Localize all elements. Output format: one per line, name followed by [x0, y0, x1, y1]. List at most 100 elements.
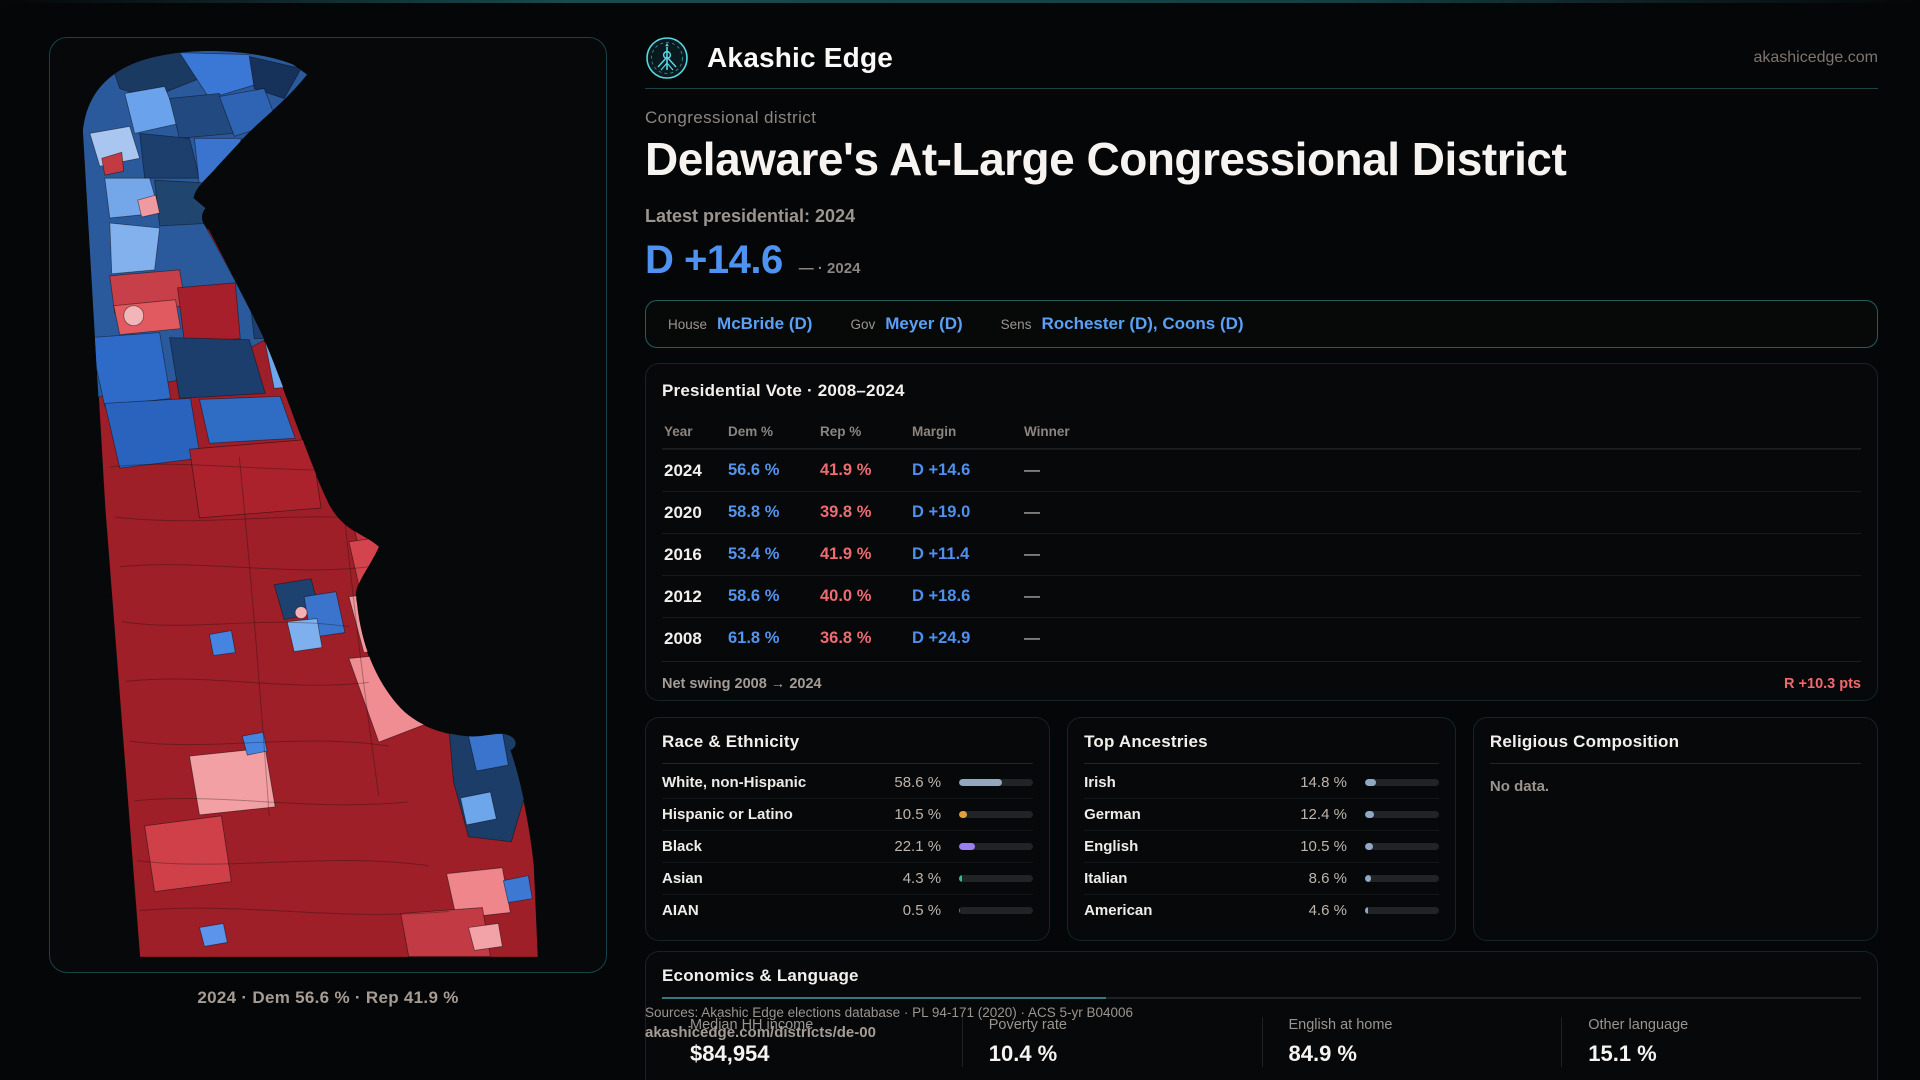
bar-fill: [1364, 811, 1375, 818]
bar-track: [959, 907, 1034, 914]
district-map-panel[interactable]: [49, 37, 607, 973]
presidential-vote-card: Presidential Vote · 2008–2024 Year Dem %…: [645, 363, 1878, 701]
divider: [662, 763, 1034, 764]
cell-winner: —: [1024, 503, 1040, 521]
stat-value: 84.9 %: [1288, 1041, 1358, 1066]
col-header-rep: Rep %: [820, 424, 862, 439]
cell-margin: D +11.4: [912, 545, 970, 563]
list-item: German 12.4 %: [1084, 798, 1439, 830]
list-item: Asian 4.3 %: [662, 862, 1034, 894]
economics-stats: Median HH income $84,954 Poverty rate 10…: [662, 1017, 1861, 1067]
cell-margin: D +18.6: [912, 587, 971, 605]
sources-district-url[interactable]: akashicedge.com/districts/de-00: [645, 1024, 876, 1041]
cell-winner: —: [1024, 545, 1040, 563]
list-item: American 4.6 %: [1084, 894, 1439, 926]
religion-no-data: No data.: [1489, 778, 1550, 795]
net-swing-value: R +10.3 pts: [1784, 675, 1861, 692]
col-header-margin: Margin: [912, 424, 957, 439]
net-swing-label: Net swing 2008 → 2024: [662, 675, 822, 692]
race-value: 22.1 %: [894, 838, 942, 855]
cell-year: 2024: [664, 460, 702, 480]
cell-dem: 61.8 %: [728, 629, 780, 647]
economics-card: Economics & Language Median HH income $8…: [645, 951, 1878, 1080]
list-item: Irish 14.8 %: [1084, 766, 1439, 798]
stat-english-at-home: English at home 84.9 %: [1261, 1017, 1562, 1067]
ancestry-label: Irish: [1084, 773, 1116, 791]
list-item: Hispanic or Latino 10.5 %: [662, 798, 1034, 830]
bar-track: [959, 778, 1034, 786]
race-label: Asian: [662, 870, 703, 887]
header-divider: [645, 88, 1878, 89]
cell-rep: 41.9 %: [820, 545, 872, 563]
cell-year: 2020: [664, 502, 702, 522]
table-row: 2016 53.4 % 41.9 % D +11.4 —: [662, 533, 1861, 575]
official-name-link[interactable]: Meyer (D): [885, 314, 963, 333]
col-header-winner: Winner: [1024, 424, 1070, 439]
ancestry-value: 8.6 %: [1308, 870, 1347, 887]
akashic-edge-logo-icon: [646, 37, 688, 79]
ancestry-value: 14.8 %: [1300, 773, 1347, 791]
table-row: 2020 58.8 % 39.8 % D +19.0 —: [662, 491, 1861, 533]
official-gov: Gov Meyer (D): [850, 314, 962, 334]
ancestries-rows: Irish 14.8 % German 12.4 % English 10.5 …: [1084, 766, 1439, 926]
religion-title: Religious Composition: [1489, 732, 1680, 751]
cell-dem: 58.8 %: [728, 503, 780, 521]
divider: [1084, 763, 1439, 764]
headline-margin-note: — · 2024: [798, 260, 861, 277]
ancestry-value: 4.6 %: [1308, 902, 1347, 919]
cell-winner: —: [1024, 461, 1040, 479]
list-item: English 10.5 %: [1084, 830, 1439, 862]
bar-track: [959, 843, 1034, 850]
presidential-vote-table: Year Dem % Rep % Margin Winner 2024 56.6…: [662, 415, 1861, 659]
stat-label: Other language: [1588, 1017, 1689, 1033]
table-row: 2008 61.8 % 36.8 % D +24.9 —: [662, 617, 1861, 659]
presidential-vote-title: Presidential Vote · 2008–2024: [662, 381, 905, 400]
race-label: AIAN: [662, 902, 699, 919]
ancestry-label: German: [1084, 806, 1141, 823]
demographics-section: Race & Ethnicity White, non-Hispanic 58.…: [645, 717, 1878, 941]
bar-fill: [959, 811, 967, 818]
official-role: House: [668, 317, 708, 332]
bar-track: [1364, 875, 1439, 882]
stat-value: $84,954: [690, 1041, 770, 1066]
stat-value: 15.1 %: [1588, 1041, 1657, 1066]
stat-label: Median HH income: [690, 1017, 814, 1033]
officials-bar: House McBride (D) Gov Meyer (D) Sens Roc…: [645, 300, 1878, 348]
bar-fill: [959, 875, 963, 882]
table-row: 2024 56.6 % 41.9 % D +14.6 —: [662, 449, 1861, 491]
race-value: 4.3 %: [902, 870, 942, 887]
official-name-link[interactable]: Rochester (D), Coons (D): [1041, 314, 1244, 333]
brand-domain-link[interactable]: akashicedge.com: [1753, 49, 1878, 66]
stat-value: 10.4 %: [988, 1041, 1058, 1066]
cell-rep: 36.8 %: [820, 629, 872, 647]
list-item: Black 22.1 %: [662, 830, 1034, 862]
delaware-choropleth-map[interactable]: [50, 38, 606, 972]
bar-track: [959, 811, 1034, 818]
ancestry-label: Italian: [1084, 870, 1128, 887]
divider: [1489, 763, 1861, 764]
bar-fill: [1364, 843, 1373, 850]
cell-winner: —: [1024, 587, 1040, 605]
cell-year: 2016: [664, 544, 702, 564]
cell-dem: 53.4 %: [728, 545, 780, 563]
cell-rep: 39.8 %: [820, 503, 872, 521]
col-header-dem: Dem %: [728, 424, 774, 439]
map-caption: 2024 · Dem 56.6 % · Rep 41.9 %: [197, 988, 459, 1007]
official-house: House McBride (D): [668, 314, 812, 334]
bar-fill: [1364, 875, 1372, 882]
ancestries-title: Top Ancestries: [1084, 732, 1208, 751]
stat-other-language: Other language 15.1 %: [1561, 1017, 1861, 1067]
cell-year: 2012: [664, 586, 702, 606]
cell-rep: 41.9 %: [820, 461, 872, 479]
sources-footer: Sources: Akashic Edge elections database…: [645, 1003, 1133, 1043]
race-value: 10.5 %: [894, 806, 942, 823]
kicker: Congressional district: [645, 108, 817, 127]
official-name-link[interactable]: McBride (D): [717, 314, 813, 333]
sources-line: Sources: Akashic Edge elections database…: [645, 1005, 1134, 1020]
page-title: Delaware's At-Large Congressional Distri…: [645, 133, 1567, 185]
net-swing-row: Net swing 2008 → 2024 R +10.3 pts: [662, 661, 1861, 705]
bar-track: [1364, 778, 1439, 786]
cell-dem: 58.6 %: [728, 587, 780, 605]
race-label: Black: [662, 838, 703, 855]
cell-margin: D +14.6: [912, 461, 971, 479]
